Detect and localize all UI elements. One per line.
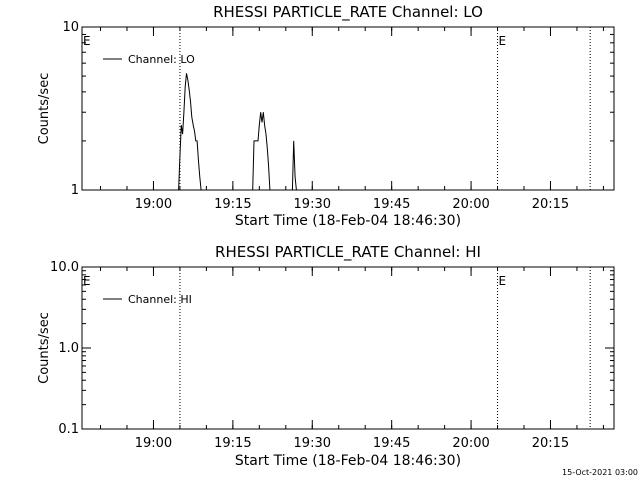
- x-tick-label: 19:45: [373, 197, 410, 212]
- x-tick-label: 19:15: [214, 197, 251, 212]
- x-axis-title: Start Time (18-Feb-04 18:46:30): [235, 453, 461, 469]
- event-marker-label: E: [83, 34, 91, 48]
- x-tick-label: 19:15: [214, 436, 251, 451]
- generation-timestamp: 15-Oct-2021 03:00: [562, 468, 638, 477]
- legend-label: Channel: HI: [128, 293, 192, 306]
- y-tick-label: 1.0: [58, 341, 79, 356]
- event-marker-label: E: [499, 34, 507, 48]
- chart-title: RHESSI PARTICLE_RATE Channel: LO: [213, 3, 483, 22]
- x-tick-label: 20:00: [452, 436, 489, 451]
- x-tick-label: 19:30: [294, 436, 331, 451]
- x-tick-label: 19:00: [135, 436, 172, 451]
- y-axis-title: Counts/sec: [37, 312, 52, 384]
- event-marker-label: E: [83, 274, 91, 288]
- plot-frame: [81, 26, 615, 191]
- x-tick-label: 19:30: [294, 197, 331, 212]
- panel-lo-channel: RHESSI PARTICLE_RATE Channel: LO 1 10 Count…: [37, 3, 615, 229]
- y-axis-title: Counts/sec: [37, 73, 52, 145]
- event-marker-label: E: [499, 274, 507, 288]
- x-tick-label: 20:15: [532, 197, 569, 212]
- x-tick-label: 20:00: [452, 197, 489, 212]
- y-tick-label: 10.0: [50, 260, 79, 275]
- panel-hi-channel: RHESSI PARTICLE_RATE Channel: HI 0.1 1.0 10…: [37, 243, 615, 469]
- series-line: [178, 73, 297, 191]
- y-tick-label: 10: [62, 20, 79, 35]
- x-tick-label: 19:00: [135, 197, 172, 212]
- x-tick-label: 20:15: [532, 436, 569, 451]
- x-tick-label: 19:45: [373, 436, 410, 451]
- x-axis-title: Start Time (18-Feb-04 18:46:30): [235, 213, 461, 229]
- y-tick-label: 0.1: [58, 422, 79, 437]
- legend-label: Channel: LO: [128, 53, 195, 66]
- plot-frame: [81, 266, 615, 430]
- chart-title: RHESSI PARTICLE_RATE Channel: HI: [215, 243, 481, 262]
- y-tick-label: 1: [71, 183, 79, 198]
